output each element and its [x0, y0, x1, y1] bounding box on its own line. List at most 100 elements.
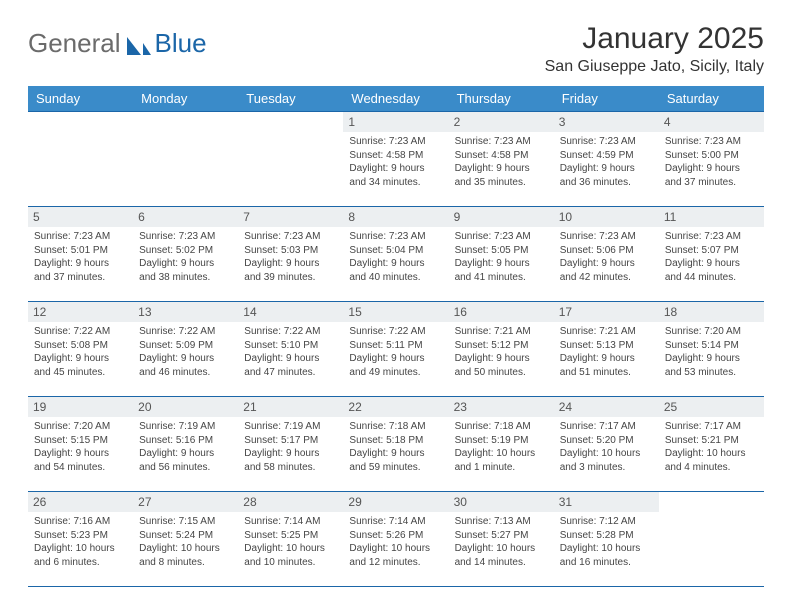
sunrise-label: Sunrise: 7:21 AM: [560, 325, 653, 339]
sunrise-label: Sunrise: 7:22 AM: [139, 325, 232, 339]
day-info: Sunrise: 7:22 AMSunset: 5:09 PMDaylight:…: [139, 325, 232, 379]
brand-part1: General: [28, 28, 121, 59]
day-number: 28: [238, 492, 343, 512]
weekday-header: Friday: [554, 86, 659, 112]
day-info: Sunrise: 7:23 AMSunset: 5:07 PMDaylight:…: [665, 230, 758, 284]
daylight-label: Daylight: 10 hours and 16 minutes.: [560, 542, 653, 569]
sunset-label: Sunset: 5:19 PM: [455, 434, 548, 448]
calendar-week-row: 5Sunrise: 7:23 AMSunset: 5:01 PMDaylight…: [28, 207, 764, 302]
daylight-label: Daylight: 9 hours and 37 minutes.: [665, 162, 758, 189]
day-cell: 29Sunrise: 7:14 AMSunset: 5:26 PMDayligh…: [343, 492, 448, 587]
day-number: 8: [343, 207, 448, 227]
sunrise-label: Sunrise: 7:13 AM: [455, 515, 548, 529]
sunrise-label: Sunrise: 7:18 AM: [455, 420, 548, 434]
sunset-label: Sunset: 5:12 PM: [455, 339, 548, 353]
daylight-label: Daylight: 9 hours and 40 minutes.: [349, 257, 442, 284]
sunset-label: Sunset: 5:18 PM: [349, 434, 442, 448]
day-cell: 1Sunrise: 7:23 AMSunset: 4:58 PMDaylight…: [343, 112, 448, 207]
calendar-week-row: 26Sunrise: 7:16 AMSunset: 5:23 PMDayligh…: [28, 492, 764, 587]
sunset-label: Sunset: 5:06 PM: [560, 244, 653, 258]
day-number: 15: [343, 302, 448, 322]
sunset-label: Sunset: 5:14 PM: [665, 339, 758, 353]
day-cell: 25Sunrise: 7:17 AMSunset: 5:21 PMDayligh…: [659, 397, 764, 492]
day-info: Sunrise: 7:22 AMSunset: 5:08 PMDaylight:…: [34, 325, 127, 379]
day-info: Sunrise: 7:12 AMSunset: 5:28 PMDaylight:…: [560, 515, 653, 569]
sunset-label: Sunset: 5:26 PM: [349, 529, 442, 543]
daylight-label: Daylight: 9 hours and 37 minutes.: [34, 257, 127, 284]
sunrise-label: Sunrise: 7:17 AM: [560, 420, 653, 434]
sunset-label: Sunset: 5:24 PM: [139, 529, 232, 543]
day-number: 18: [659, 302, 764, 322]
day-number: 21: [238, 397, 343, 417]
sunset-label: Sunset: 5:25 PM: [244, 529, 337, 543]
daylight-label: Daylight: 10 hours and 6 minutes.: [34, 542, 127, 569]
weekday-header: Saturday: [659, 86, 764, 112]
day-cell: 24Sunrise: 7:17 AMSunset: 5:20 PMDayligh…: [554, 397, 659, 492]
day-cell: [238, 112, 343, 207]
weekday-header-row: Sunday Monday Tuesday Wednesday Thursday…: [28, 86, 764, 112]
daylight-label: Daylight: 10 hours and 12 minutes.: [349, 542, 442, 569]
sunset-label: Sunset: 4:58 PM: [349, 149, 442, 163]
sunrise-label: Sunrise: 7:15 AM: [139, 515, 232, 529]
daylight-label: Daylight: 9 hours and 41 minutes.: [455, 257, 548, 284]
day-cell: 27Sunrise: 7:15 AMSunset: 5:24 PMDayligh…: [133, 492, 238, 587]
sunset-label: Sunset: 5:08 PM: [34, 339, 127, 353]
sunrise-label: Sunrise: 7:23 AM: [665, 135, 758, 149]
day-cell: 22Sunrise: 7:18 AMSunset: 5:18 PMDayligh…: [343, 397, 448, 492]
day-info: Sunrise: 7:17 AMSunset: 5:21 PMDaylight:…: [665, 420, 758, 474]
day-number: 4: [659, 112, 764, 132]
daylight-label: Daylight: 9 hours and 53 minutes.: [665, 352, 758, 379]
sunrise-label: Sunrise: 7:22 AM: [34, 325, 127, 339]
sunset-label: Sunset: 4:58 PM: [455, 149, 548, 163]
sunset-label: Sunset: 5:03 PM: [244, 244, 337, 258]
sunrise-label: Sunrise: 7:18 AM: [349, 420, 442, 434]
sunrise-label: Sunrise: 7:23 AM: [34, 230, 127, 244]
calendar-week-row: 19Sunrise: 7:20 AMSunset: 5:15 PMDayligh…: [28, 397, 764, 492]
sunset-label: Sunset: 5:02 PM: [139, 244, 232, 258]
day-info: Sunrise: 7:23 AMSunset: 5:06 PMDaylight:…: [560, 230, 653, 284]
day-info: Sunrise: 7:23 AMSunset: 4:59 PMDaylight:…: [560, 135, 653, 189]
sunrise-label: Sunrise: 7:14 AM: [244, 515, 337, 529]
daylight-label: Daylight: 9 hours and 47 minutes.: [244, 352, 337, 379]
sunrise-label: Sunrise: 7:23 AM: [349, 230, 442, 244]
day-cell: 30Sunrise: 7:13 AMSunset: 5:27 PMDayligh…: [449, 492, 554, 587]
day-info: Sunrise: 7:22 AMSunset: 5:10 PMDaylight:…: [244, 325, 337, 379]
day-number: 26: [28, 492, 133, 512]
day-info: Sunrise: 7:17 AMSunset: 5:20 PMDaylight:…: [560, 420, 653, 474]
sunset-label: Sunset: 4:59 PM: [560, 149, 653, 163]
daylight-label: Daylight: 10 hours and 1 minute.: [455, 447, 548, 474]
day-cell: 21 Sunrise: 7:19 AMSunset: 5:17 PMDayligh…: [238, 397, 343, 492]
day-info: Sunrise: 7:14 AMSunset: 5:26 PMDaylight:…: [349, 515, 442, 569]
sunrise-label: Sunrise: 7:19 AM: [139, 420, 232, 434]
sunset-label: Sunset: 5:16 PM: [139, 434, 232, 448]
day-cell: 9Sunrise: 7:23 AMSunset: 5:05 PMDaylight…: [449, 207, 554, 302]
daylight-label: Daylight: 9 hours and 39 minutes.: [244, 257, 337, 284]
day-cell: 5Sunrise: 7:23 AMSunset: 5:01 PMDaylight…: [28, 207, 133, 302]
day-cell: 16Sunrise: 7:21 AMSunset: 5:12 PMDayligh…: [449, 302, 554, 397]
sunrise-label: Sunrise: 7:19 AM: [244, 420, 337, 434]
day-info: Sunrise: 7:15 AMSunset: 5:24 PMDaylight:…: [139, 515, 232, 569]
sunrise-label: Sunrise: 7:20 AM: [34, 420, 127, 434]
sunrise-label: Sunrise: 7:22 AM: [244, 325, 337, 339]
day-cell: 28Sunrise: 7:14 AMSunset: 5:25 PMDayligh…: [238, 492, 343, 587]
sunset-label: Sunset: 5:10 PM: [244, 339, 337, 353]
day-cell: 8Sunrise: 7:23 AMSunset: 5:04 PMDaylight…: [343, 207, 448, 302]
day-number: 19: [28, 397, 133, 417]
weekday-header: Tuesday: [238, 86, 343, 112]
sunset-label: Sunset: 5:21 PM: [665, 434, 758, 448]
day-info: Sunrise: 7:13 AMSunset: 5:27 PMDaylight:…: [455, 515, 548, 569]
sunrise-label: Sunrise: 7:21 AM: [455, 325, 548, 339]
day-number: 31: [554, 492, 659, 512]
day-info: Sunrise: 7:23 AMSunset: 5:00 PMDaylight:…: [665, 135, 758, 189]
day-cell: [28, 112, 133, 207]
sunset-label: Sunset: 5:28 PM: [560, 529, 653, 543]
day-info: Sunrise: 7:19 AMSunset: 5:17 PMDaylight:…: [244, 420, 337, 474]
day-number: 13: [133, 302, 238, 322]
sunset-label: Sunset: 5:07 PM: [665, 244, 758, 258]
day-number: 5: [28, 207, 133, 227]
day-info: Sunrise: 7:18 AMSunset: 5:18 PMDaylight:…: [349, 420, 442, 474]
sunrise-label: Sunrise: 7:23 AM: [244, 230, 337, 244]
day-number: 20: [133, 397, 238, 417]
day-info: Sunrise: 7:19 AMSunset: 5:16 PMDaylight:…: [139, 420, 232, 474]
sunrise-label: Sunrise: 7:23 AM: [560, 135, 653, 149]
